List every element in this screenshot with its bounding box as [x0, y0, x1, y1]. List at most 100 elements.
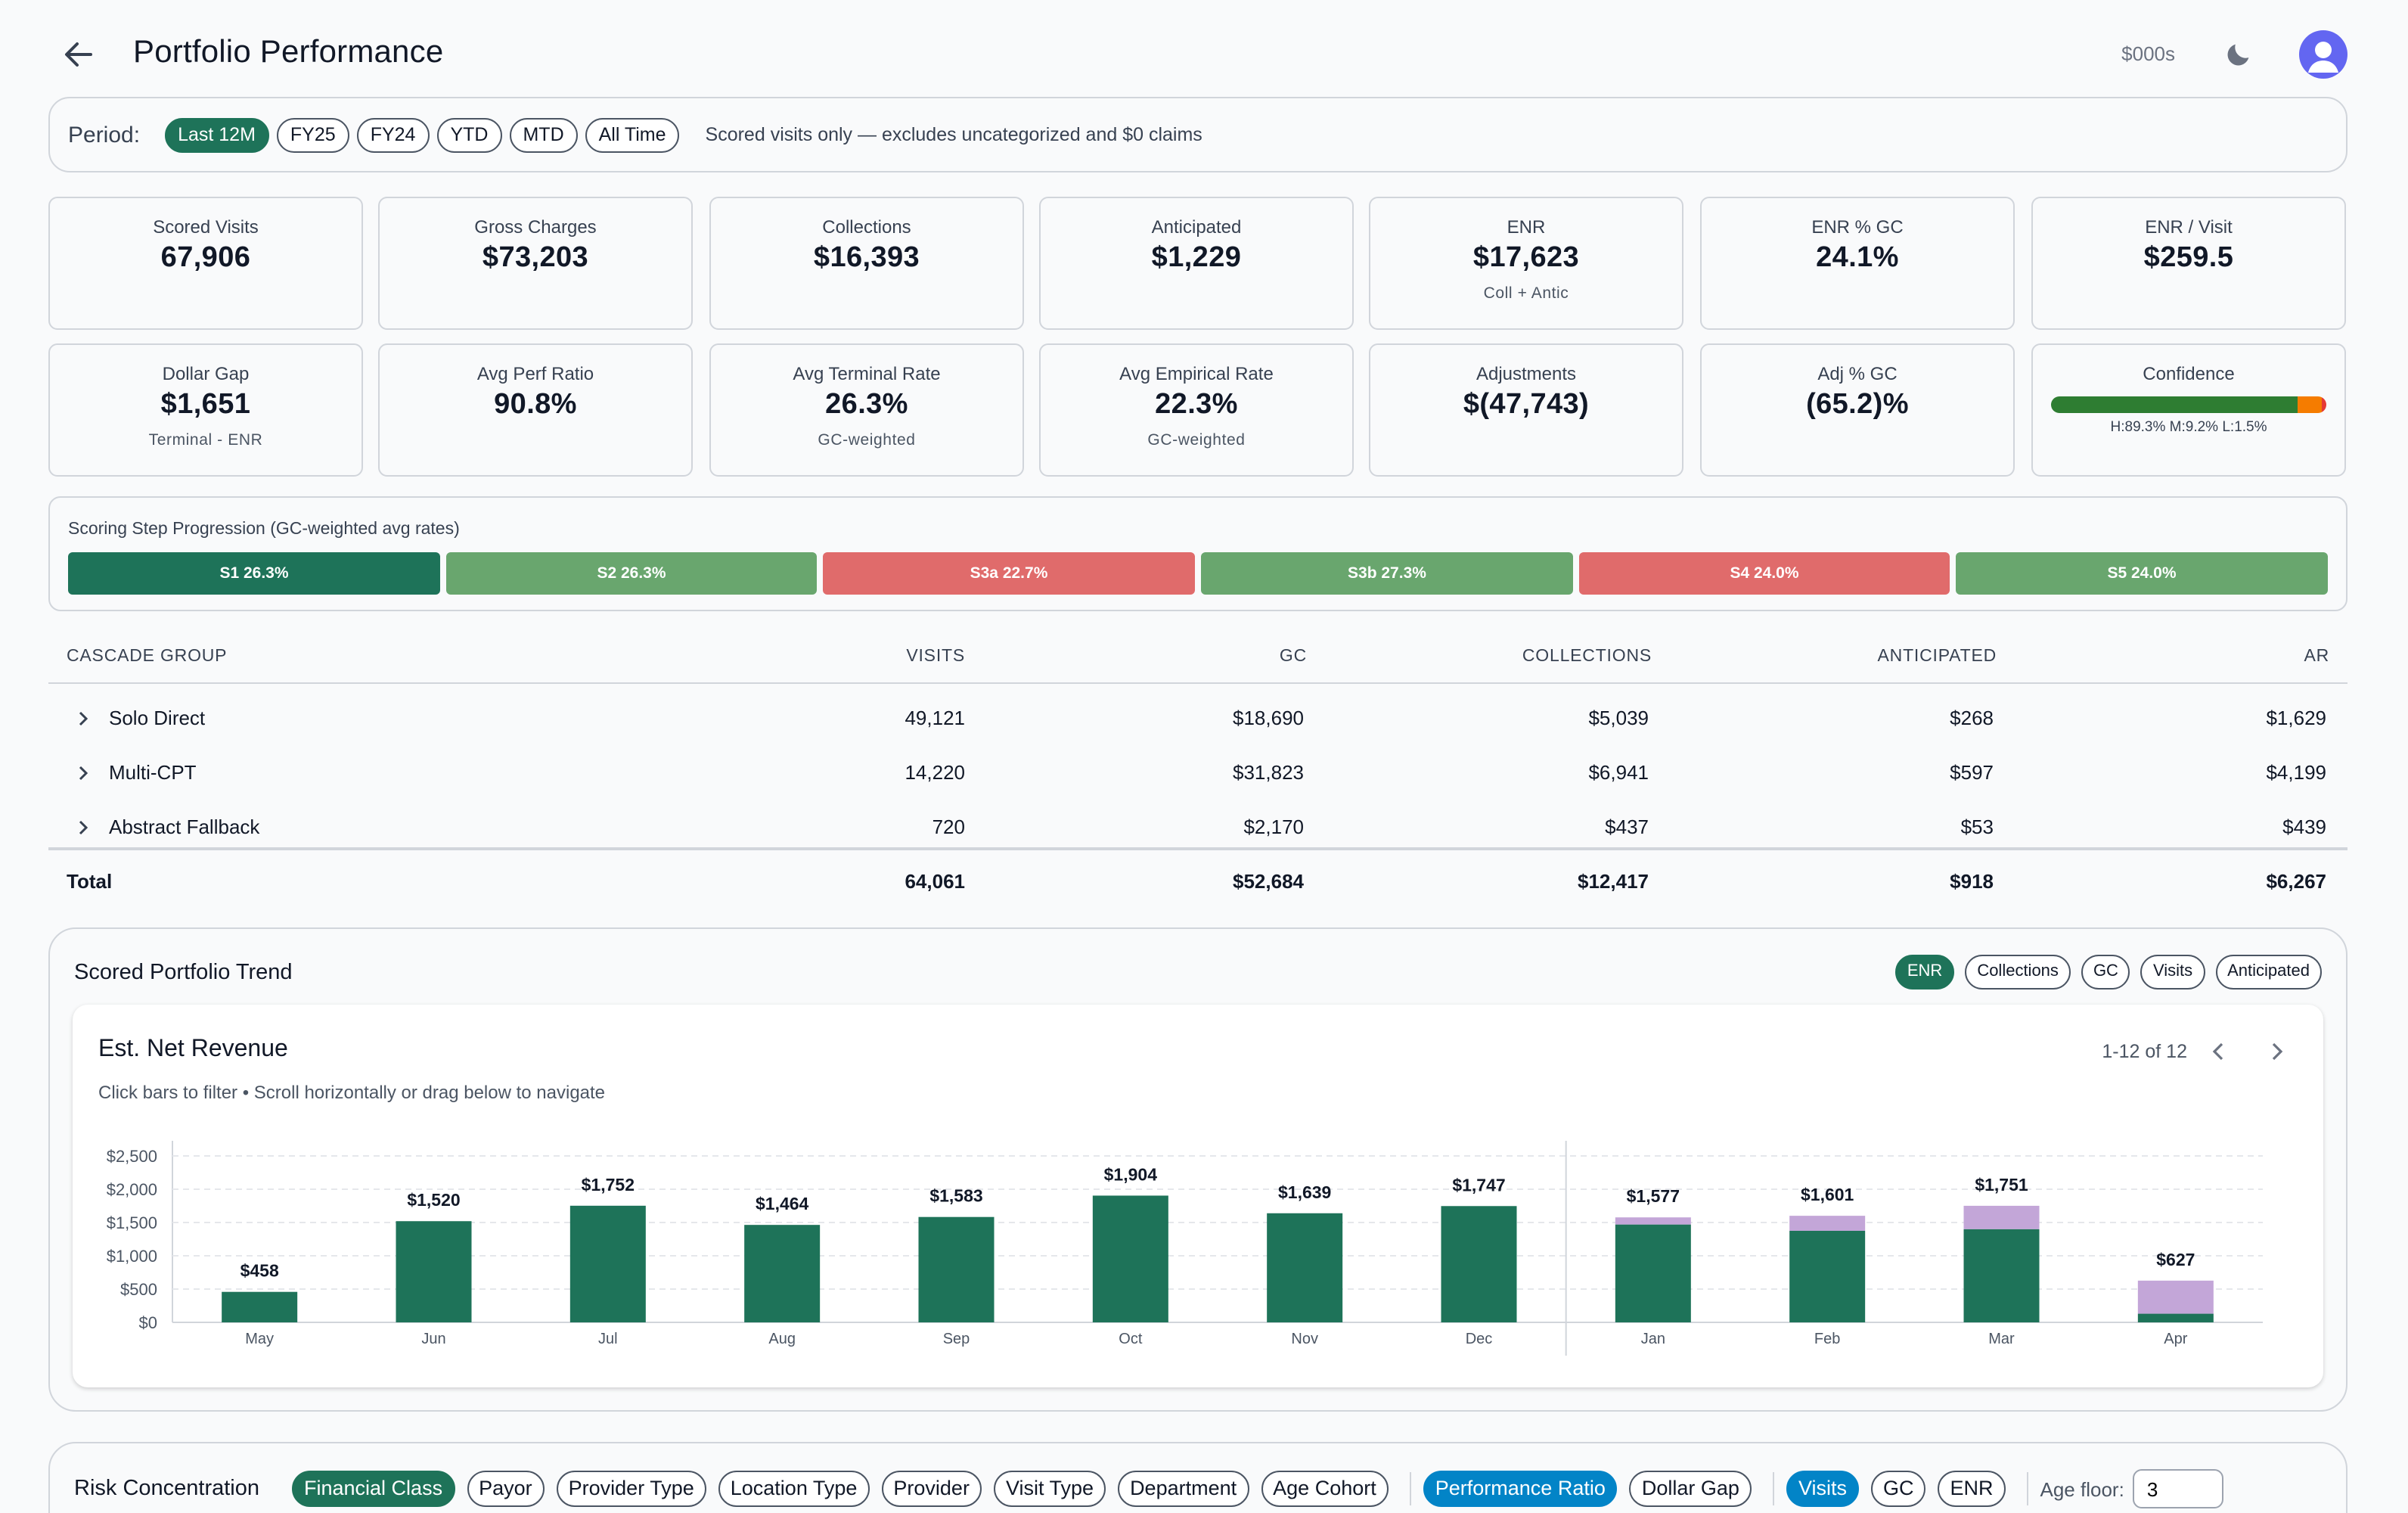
dimension-pill-department[interactable]: Department: [1118, 1471, 1249, 1507]
chevron-right-icon[interactable]: [2266, 1041, 2287, 1062]
metric-pill-anticipated[interactable]: Anticipated: [2215, 955, 2322, 990]
chevron-right-icon[interactable]: [76, 766, 91, 781]
chevron-right-icon[interactable]: [76, 820, 91, 835]
x-tick-label: Dec: [1466, 1331, 1493, 1347]
scoring-step-s1[interactable]: S1 26.3%: [68, 552, 440, 595]
dimension-pill-payor[interactable]: Payor: [467, 1471, 545, 1507]
weight-pill-gc[interactable]: GC: [1870, 1471, 1926, 1507]
bar-enr-dec: [1441, 1206, 1517, 1322]
divider: [2026, 1472, 2028, 1505]
y-tick-label: $1,000: [107, 1247, 157, 1266]
table-row[interactable]: Abstract Fallback 720 $2,170 $437 $53 $4…: [48, 800, 2347, 855]
kpi-enr-pct-gc: ENR % GC 24.1%: [1700, 197, 2015, 330]
bar-enr-may: [222, 1291, 298, 1322]
bar-enr-jul: [569, 1205, 646, 1322]
bar-enr-aug: [744, 1225, 821, 1322]
kpi-value: $259.5: [2143, 242, 2234, 274]
kpi-avg-empirical-rate: Avg Empirical Rate 22.3% GC-weighted: [1039, 343, 1354, 477]
bar-antic-feb: [1789, 1216, 1866, 1231]
enr-bar-chart[interactable]: $0 $500 $1,000 $1,500 $2,000 $2,500 $458 May $1,…: [73, 1005, 2323, 1387]
bar-enr-sep: [918, 1216, 995, 1322]
period-option-fy25[interactable]: FY25: [276, 117, 349, 152]
dimension-pill-provider[interactable]: Provider: [881, 1471, 982, 1507]
dark-mode-moon-icon[interactable]: [2223, 39, 2254, 70]
age-floor-input[interactable]: [2133, 1469, 2224, 1508]
y-tick-label: $1,500: [107, 1213, 157, 1232]
user-avatar[interactable]: [2299, 30, 2347, 79]
scoring-steps-title: Scoring Step Progression (GC-weighted av…: [68, 520, 460, 539]
bar-value-label: $1,747: [1452, 1175, 1505, 1195]
x-tick-label: Apr: [2164, 1331, 2187, 1347]
kpi-value: 26.3%: [825, 389, 908, 421]
period-option-fy24[interactable]: FY24: [356, 117, 430, 152]
dimension-pill-location-type[interactable]: Location Type: [718, 1471, 870, 1507]
column-header-visits[interactable]: VISITS: [906, 648, 965, 666]
period-option-all-time[interactable]: All Time: [585, 117, 680, 152]
kpi-label: ENR / Visit: [2145, 216, 2233, 238]
dimension-pill-visit-type[interactable]: Visit Type: [993, 1471, 1106, 1507]
kpi-value: $73,203: [482, 242, 589, 274]
x-tick-label: Aug: [768, 1331, 796, 1347]
kpi-enr-per-visit: ENR / Visit $259.5: [2031, 197, 2346, 330]
column-header-cascade-group[interactable]: CASCADE GROUP: [67, 648, 228, 666]
bar-enr-apr: [2137, 1313, 2214, 1322]
table-row[interactable]: Solo Direct 49,121 $18,690 $5,039 $268 $…: [48, 691, 2347, 746]
column-header-anticipated[interactable]: ANTICIPATED: [1877, 648, 1997, 666]
age-floor-label: Age floor:: [2040, 1477, 2124, 1500]
total-visits: 64,061: [905, 870, 965, 893]
total-collections: $12,417: [1578, 870, 1649, 893]
confidence-bar: [2051, 396, 2326, 413]
kpi-label: Adjustments: [1476, 363, 1577, 384]
y-tick-label: $2,000: [107, 1180, 157, 1199]
scoring-step-s3b[interactable]: S3b 27.3%: [1201, 552, 1573, 595]
scoring-step-s4[interactable]: S4 24.0%: [1579, 552, 1950, 595]
column-header-ar[interactable]: AR: [2304, 648, 2329, 666]
kpi-dollar-gap: Dollar Gap $1,651 Terminal - ENR: [48, 343, 363, 477]
period-option-mtd[interactable]: MTD: [509, 117, 578, 152]
scoring-step-s5[interactable]: S5 24.0%: [1956, 552, 2328, 595]
kpi-label: Avg Perf Ratio: [476, 363, 594, 384]
cascade-group-name: Abstract Fallback: [109, 816, 260, 838]
kpi-adjustments: Adjustments $(47,743): [1369, 343, 1683, 477]
kpi-value: $17,623: [1472, 242, 1580, 274]
metric-pill-visits[interactable]: Visits: [2140, 955, 2205, 990]
kpi-gross-charges: Gross Charges $73,203: [378, 197, 693, 330]
column-header-gc[interactable]: GC: [1279, 648, 1307, 666]
bar-antic-apr: [2137, 1280, 2214, 1314]
scoring-step-s2[interactable]: S2 26.3%: [446, 552, 817, 595]
bar-antic-jan: [1615, 1217, 1691, 1225]
period-option-last-12m[interactable]: Last 12M: [164, 117, 269, 152]
weight-pill-enr[interactable]: ENR: [1938, 1471, 2006, 1507]
y-tick-label: $0: [139, 1313, 157, 1332]
scoring-step-s3a[interactable]: S3a 22.7%: [823, 552, 1195, 595]
bar-value-label: $1,577: [1627, 1186, 1680, 1206]
bar-value-label: $1,639: [1278, 1182, 1331, 1202]
anticipated-cell: $268: [1950, 707, 1994, 729]
visits-cell: 14,220: [905, 761, 965, 784]
column-header-collections[interactable]: COLLECTIONS: [1522, 648, 1652, 666]
kpi-value: $1,229: [1151, 242, 1242, 274]
dimension-pill-age-cohort[interactable]: Age Cohort: [1261, 1471, 1389, 1507]
table-row[interactable]: Multi-CPT 14,220 $31,823 $6,941 $597 $4,…: [48, 746, 2347, 800]
measure-pill-dollar-gap[interactable]: Dollar Gap: [1629, 1471, 1752, 1507]
period-option-ytd[interactable]: YTD: [436, 117, 502, 152]
x-tick-label: May: [245, 1331, 274, 1347]
metric-pill-enr[interactable]: ENR: [1894, 955, 1955, 990]
confidence-high-segment: [2051, 396, 2298, 413]
risk-title: Risk Concentration: [74, 1477, 259, 1501]
dimension-pill-provider-type[interactable]: Provider Type: [556, 1471, 706, 1507]
chevron-right-icon[interactable]: [76, 711, 91, 726]
metric-pill-gc[interactable]: GC: [2081, 955, 2130, 990]
weight-pill-visits[interactable]: Visits: [1786, 1471, 1859, 1507]
metric-pill-collections[interactable]: Collections: [1965, 955, 2071, 990]
dimension-pill-financial-class[interactable]: Financial Class: [292, 1471, 455, 1507]
trend-metric-selector: ENR Collections GC Visits Anticipated: [1885, 955, 2322, 990]
kpi-value: 22.3%: [1155, 389, 1238, 421]
total-gc: $52,684: [1233, 870, 1304, 893]
kpi-scored-visits: Scored Visits 67,906: [48, 197, 363, 330]
bar-enr-feb: [1789, 1231, 1866, 1322]
measure-pill-performance-ratio[interactable]: Performance Ratio: [1423, 1471, 1618, 1507]
back-arrow-icon[interactable]: [61, 36, 97, 73]
user-icon: [2308, 42, 2338, 73]
chevron-left-icon[interactable]: [2208, 1041, 2230, 1062]
